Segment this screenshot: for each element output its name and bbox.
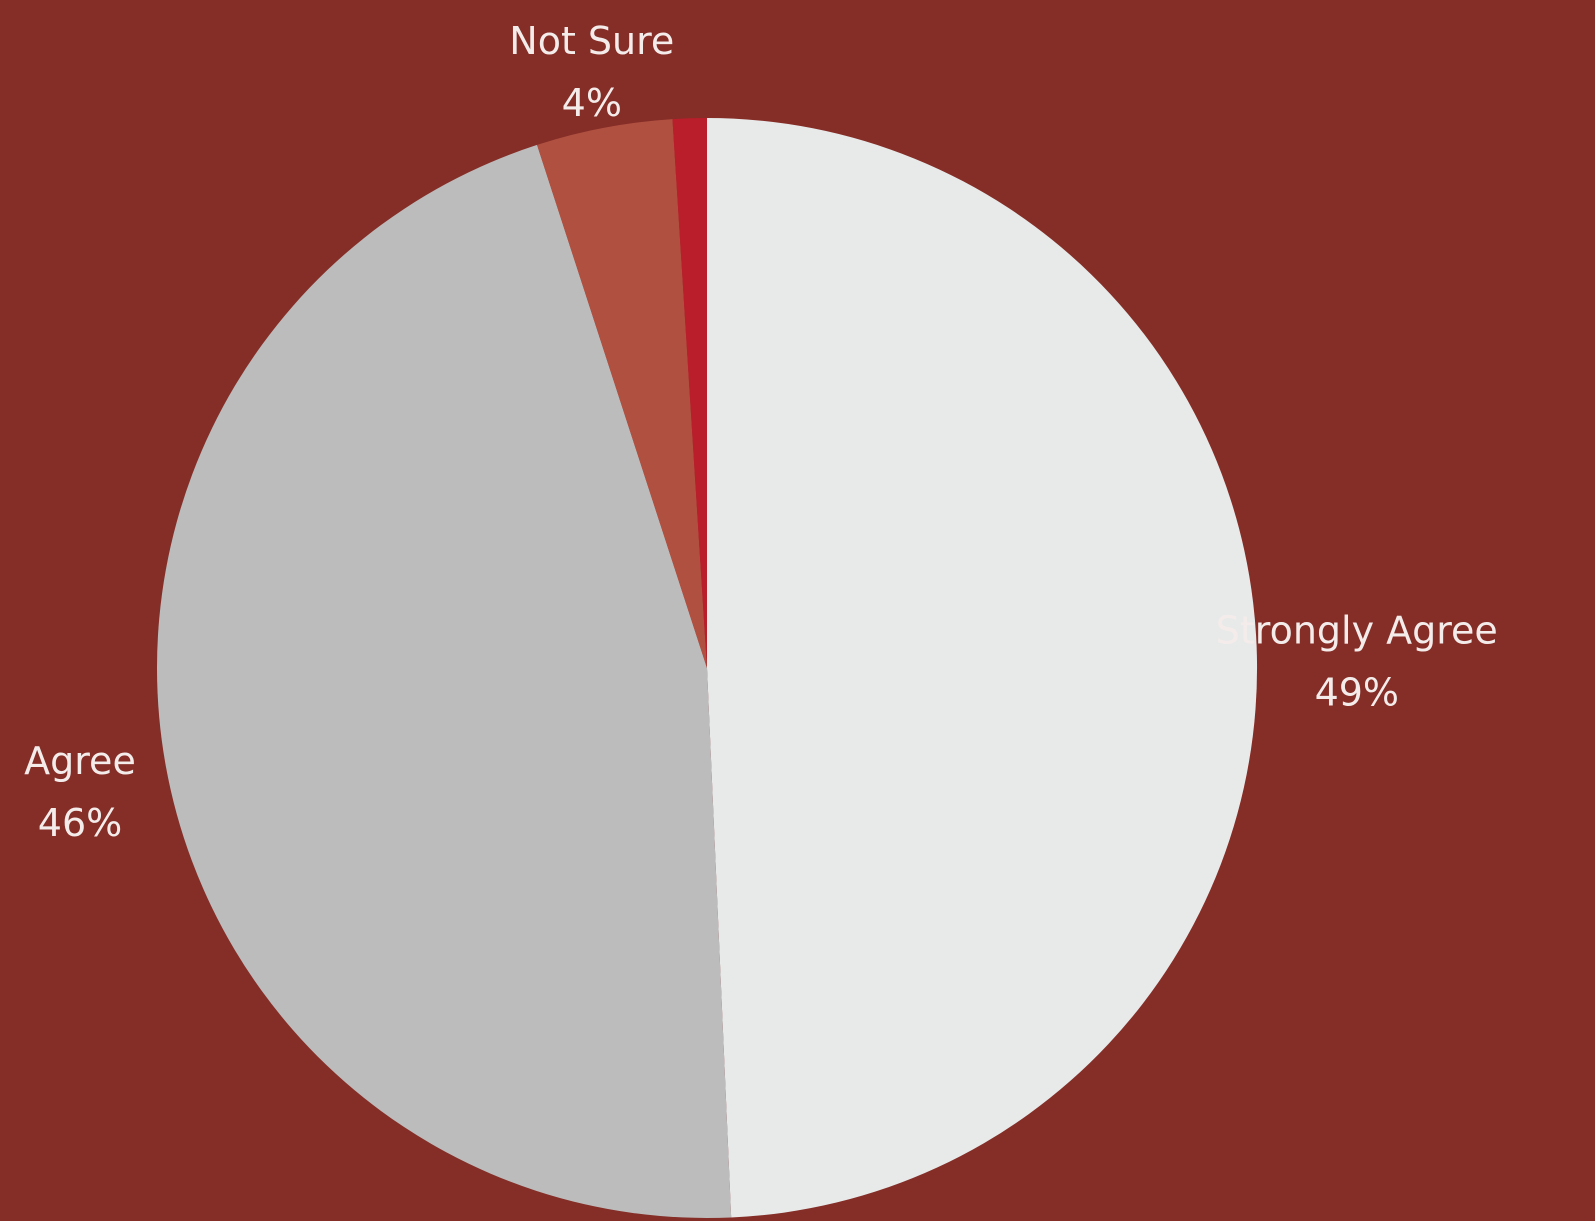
pie-slice-other-3: [672, 118, 707, 668]
slice-label-value: 4%: [562, 81, 622, 125]
slice-label-value: 49%: [1315, 671, 1399, 715]
slice-label-name: Strongly Agree: [1216, 609, 1498, 653]
slice-label-value: 46%: [38, 801, 122, 845]
pie-slice-strongly-agree: [707, 118, 1258, 1218]
pie-slices: [156, 118, 1258, 1219]
pie-labels: Strongly Agree 49% Agree 46% Not Sure 4%: [24, 19, 1498, 845]
slice-label-name: Agree: [24, 739, 136, 783]
pie-slice-agree: [156, 144, 732, 1219]
pie-slice-not-sure: [537, 119, 707, 669]
slice-label-name: Not Sure: [509, 19, 674, 63]
